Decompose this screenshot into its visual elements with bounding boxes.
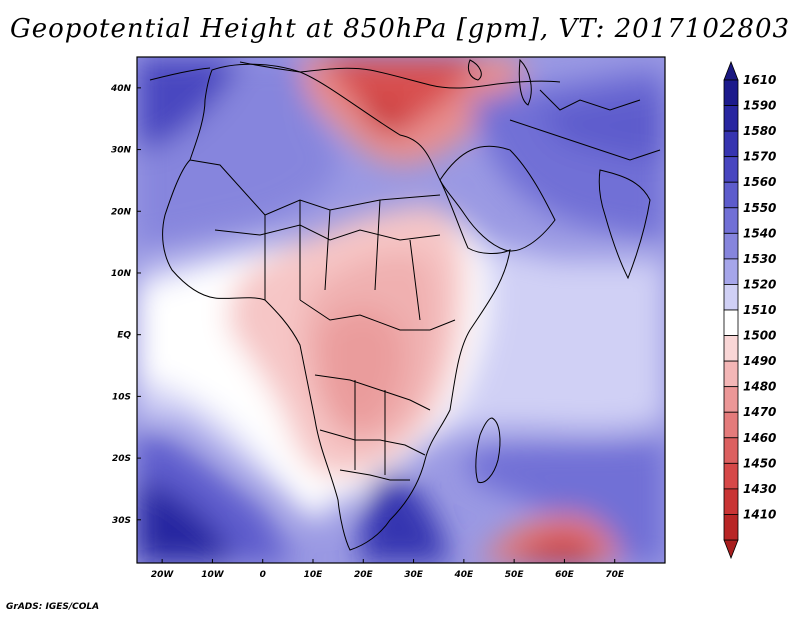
colorbar-swatch (723, 437, 739, 464)
colorbar-bottom-arrow (723, 539, 739, 560)
colorbar-swatch (723, 335, 739, 362)
y-tick-label: 30N (111, 146, 132, 156)
border-line (509, 119, 661, 161)
colorbar-label: 1480 (743, 380, 776, 394)
madagascar-coastline (475, 417, 501, 484)
colorbar-swatch (723, 156, 739, 183)
colorbar-label: 1500 (743, 329, 776, 343)
colorbar-label: 1610 (743, 73, 776, 87)
colorbar-label: 1590 (743, 99, 776, 113)
y-tick-label: EQ (117, 331, 131, 341)
colorbar-swatch (723, 232, 739, 260)
arabia-coastline (439, 145, 556, 252)
x-axis: 20W 10W 0 10E 20E 30E 40E 50E 60E 70E (151, 559, 625, 580)
x-tick-label: 0 (260, 570, 266, 580)
colorbar-label: 1460 (743, 431, 776, 445)
y-tick-label: 20N (111, 207, 132, 217)
border-line (354, 380, 386, 475)
x-tick-label: 20E (354, 570, 374, 580)
colorbar-swatch (723, 360, 739, 388)
y-tick-label: 30S (112, 516, 131, 526)
inland-seas (467, 58, 532, 106)
x-tick-label: 40E (454, 570, 475, 580)
colorbar-swatch (723, 79, 739, 106)
colorbar-label: 1430 (743, 482, 776, 496)
y-tick-label: 20S (112, 454, 131, 464)
colorbar-label: 1410 (743, 507, 776, 521)
colorbar-swatch (723, 462, 739, 490)
x-tick-label: 20W (151, 570, 175, 580)
x-tick-label: 10W (201, 570, 225, 580)
colorbar-swatch (723, 309, 739, 336)
y-tick-label: 10S (112, 392, 131, 402)
height-field (137, 57, 665, 563)
x-tick-label: 10E (304, 570, 324, 580)
colorbar-swatch (723, 105, 739, 132)
y-axis: 40N 30N 20N 10N EQ 10S 20S 30S (110, 84, 141, 526)
colorbar-swatch (723, 207, 739, 234)
border-line (299, 299, 456, 331)
border-line (214, 224, 441, 241)
coastlines (149, 58, 661, 551)
border-line (539, 89, 641, 111)
colorbar-top-arrow (723, 60, 739, 81)
colorbar-label: 1490 (743, 354, 776, 368)
x-tick-label: 30E (404, 570, 424, 580)
india-coastline (598, 169, 651, 280)
footer-credit: GrADS: IGES/COLA (6, 602, 100, 612)
colorbar-swatch (723, 258, 739, 285)
border-line (339, 469, 410, 481)
colorbar-swatch (723, 386, 739, 413)
colorbar-label: 1520 (743, 277, 776, 291)
colorbar-label: 1550 (743, 201, 776, 215)
colorbar-label: 1570 (743, 150, 776, 164)
y-tick-label: 40N (110, 84, 132, 94)
x-tick-label: 50E (505, 570, 525, 580)
border-line (264, 199, 421, 321)
colorbar-label: 1580 (743, 124, 776, 138)
colorbar-swatch (723, 488, 739, 515)
colorbar-label: 1450 (743, 456, 776, 470)
border-line (314, 374, 431, 411)
y-tick-label: 10N (111, 269, 132, 279)
colorbar-swatch (723, 411, 739, 439)
border-line (319, 429, 426, 456)
map-frame (136, 56, 666, 564)
colorbar-swatch (723, 181, 739, 209)
colorbar-label: 1530 (743, 252, 776, 266)
colorbar-swatch (723, 284, 739, 311)
x-tick-label: 70E (605, 570, 625, 580)
europe-coastline (149, 61, 561, 89)
colorbar-swatch (723, 130, 739, 158)
colorbar: 1610 1590 1580 1570 1560 1550 1540 1530 1520 1510… (723, 60, 776, 560)
x-tick-label: 60E (555, 570, 575, 580)
colorbar-label: 1510 (743, 303, 776, 317)
colorbar-label: 1560 (743, 175, 776, 189)
colorbar-swatch (723, 514, 739, 541)
colorbar-label: 1540 (743, 226, 776, 240)
chart-title: Geopotential Height at 850hPa [gpm], VT:… (9, 14, 791, 44)
colorbar-label: 1470 (743, 405, 776, 419)
